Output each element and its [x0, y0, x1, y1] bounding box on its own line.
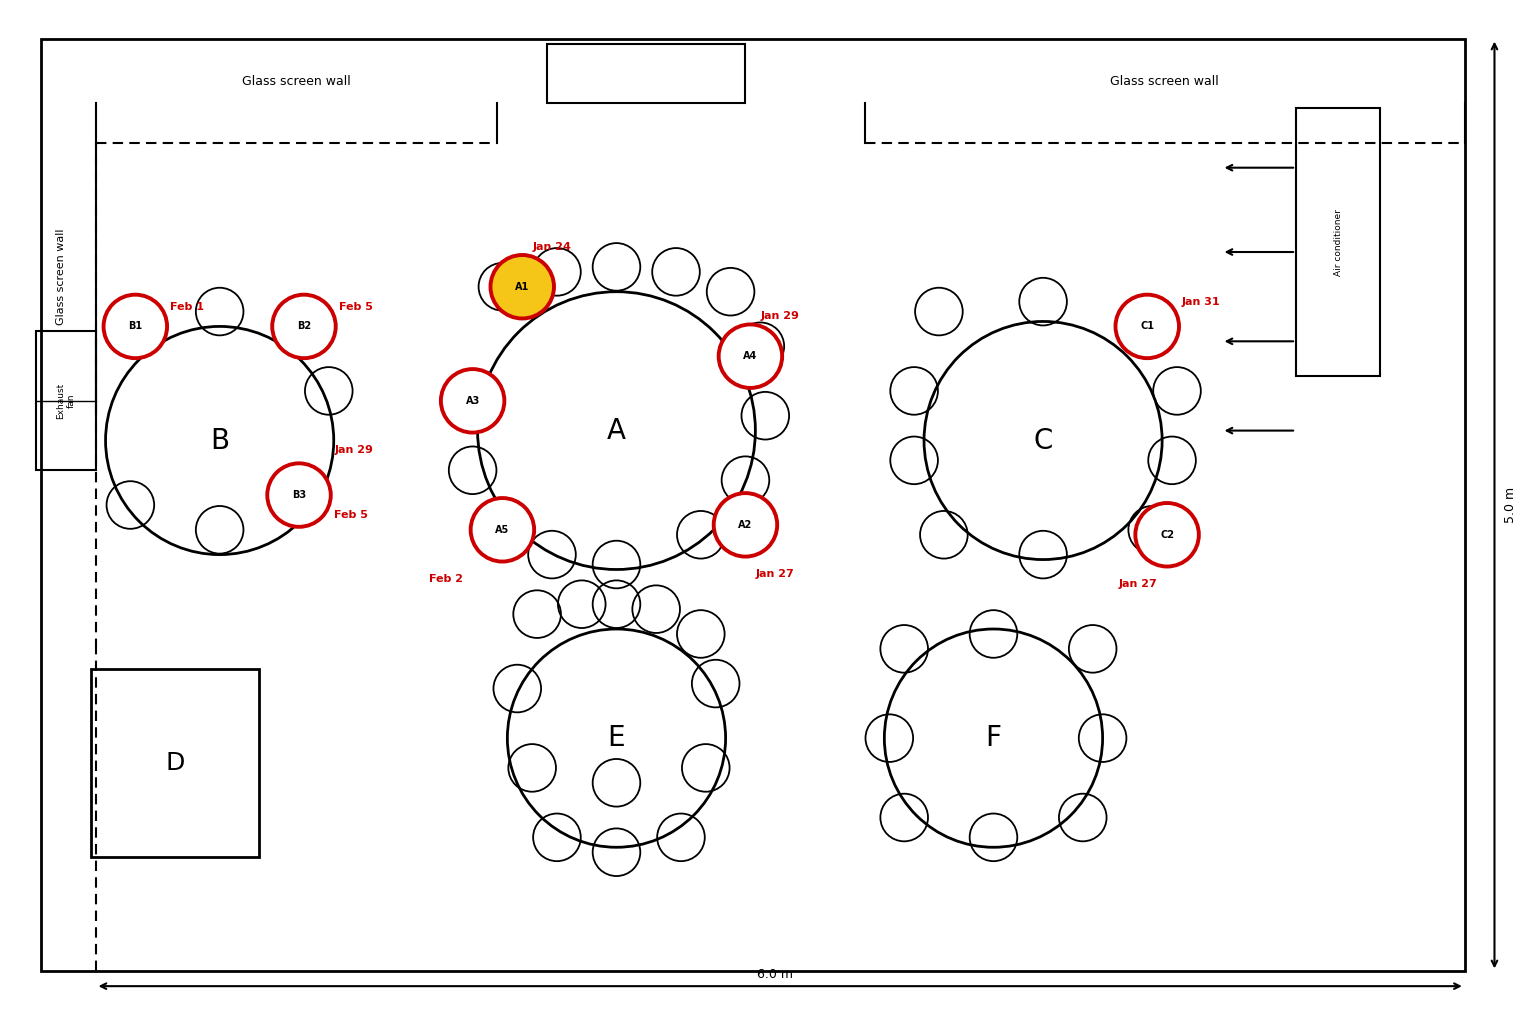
Text: Jan 27: Jan 27 — [756, 570, 794, 580]
Text: Air conditioner: Air conditioner — [1333, 209, 1342, 276]
Circle shape — [273, 295, 336, 359]
Text: Jan 29: Jan 29 — [335, 445, 373, 456]
Text: Glass screen wall: Glass screen wall — [242, 76, 351, 88]
Text: A2: A2 — [738, 520, 753, 530]
Text: Glass screen wall: Glass screen wall — [56, 228, 67, 325]
Bar — [91, 669, 259, 857]
Text: Jan 24: Jan 24 — [532, 242, 571, 252]
Text: A3: A3 — [465, 396, 480, 406]
Text: Glass screen wall: Glass screen wall — [1110, 76, 1220, 88]
Text: Exhaust
fan: Exhaust fan — [56, 383, 76, 419]
Text: 5.0 m: 5.0 m — [1504, 487, 1515, 523]
Text: C: C — [1033, 426, 1053, 454]
Text: Feb 2: Feb 2 — [429, 575, 462, 585]
Text: Jan 29: Jan 29 — [761, 311, 800, 321]
Circle shape — [714, 493, 777, 557]
Bar — [36, 331, 95, 471]
Text: B3: B3 — [292, 490, 306, 500]
Circle shape — [1115, 295, 1179, 359]
Bar — [1295, 108, 1380, 376]
Text: Jan 31: Jan 31 — [1182, 297, 1221, 307]
Circle shape — [718, 324, 782, 388]
Text: A: A — [608, 416, 626, 444]
Circle shape — [103, 295, 167, 359]
Text: C2: C2 — [1160, 530, 1174, 539]
Bar — [547, 43, 745, 103]
Circle shape — [267, 464, 330, 527]
Text: E: E — [608, 724, 626, 752]
Text: F: F — [985, 724, 1001, 752]
Text: A5: A5 — [495, 525, 509, 535]
Circle shape — [1135, 503, 1198, 567]
Text: Feb 5: Feb 5 — [339, 302, 373, 311]
Text: Feb 5: Feb 5 — [333, 510, 368, 520]
Circle shape — [471, 498, 535, 562]
Circle shape — [441, 369, 504, 432]
Text: A1: A1 — [515, 282, 529, 292]
Text: C1: C1 — [1141, 321, 1154, 331]
Text: Feb 1: Feb 1 — [170, 302, 205, 311]
Text: A4: A4 — [744, 351, 758, 362]
Text: B: B — [211, 426, 229, 454]
Text: 6.0 m: 6.0 m — [758, 969, 794, 981]
Circle shape — [491, 255, 554, 318]
Text: D: D — [165, 751, 185, 775]
Text: B2: B2 — [297, 321, 311, 331]
Text: Jan 27: Jan 27 — [1118, 580, 1157, 590]
Text: B1: B1 — [129, 321, 142, 331]
